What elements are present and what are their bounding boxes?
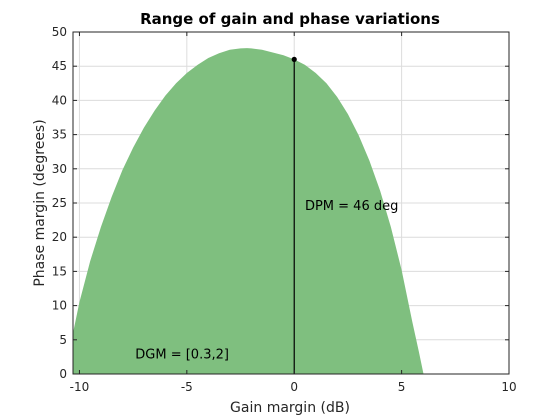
y-tick-label: 10 [52,299,67,313]
y-tick-label: 0 [59,367,67,381]
y-tick-label: 5 [59,333,67,347]
y-tick-label: 15 [52,264,67,278]
dgm-label: DGM = [0.3,2] [135,347,229,362]
x-tick-label: -10 [70,380,90,394]
y-tick-label: 45 [52,59,67,73]
tick-labels: -10 -5 0 5 10 0 5 10 15 20 25 30 35 40 45 50 [52,25,517,394]
annotations: DPM = 46 deg DGM = [0.3,2] [135,56,398,374]
feasible-region-area [73,48,424,374]
x-tick-label: 5 [398,380,406,394]
x-tick-label: 10 [501,380,516,394]
chart-title: Range of gain and phase variations [140,10,440,28]
dpm-label: DPM = 46 deg [305,199,398,214]
dpm-marker [291,56,297,62]
y-axis-label: Phase margin (degrees) [32,119,48,286]
y-tick-label: 20 [52,230,67,244]
x-tick-label: -5 [181,380,193,394]
axes [72,31,510,375]
plot-area-fill [73,48,424,374]
x-tick-label: 0 [290,380,298,394]
y-tick-label: 50 [52,25,67,39]
y-tick-label: 30 [52,162,67,176]
y-tick-label: 25 [52,196,67,210]
y-tick-label: 40 [52,93,67,107]
x-axis-label: Gain margin (dB) [230,400,350,416]
y-tick-label: 35 [52,128,67,142]
